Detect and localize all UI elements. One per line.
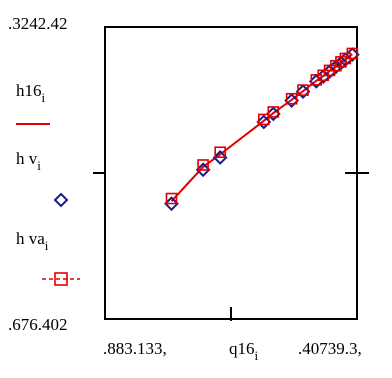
x-max-tick-label: .40739.3, [298, 339, 362, 358]
legend-label-h16: h16i [16, 81, 46, 105]
legend-label-hv: h vi [16, 149, 41, 173]
x-axis-label: q16i [229, 339, 259, 363]
x-min-tick-label: .883.133, [103, 339, 167, 358]
hv-point [295, 84, 311, 99]
hva-point [258, 113, 270, 126]
hv-point [284, 93, 300, 108]
hva-point [297, 84, 309, 96]
hva-point [197, 159, 209, 171]
y-max-tick-label: .3242.42 [8, 14, 68, 33]
axis-ticks [93, 172, 369, 321]
hv-series [164, 47, 360, 212]
hv-point [265, 106, 281, 122]
hv-point [344, 47, 360, 63]
hva-series [165, 47, 359, 205]
hva-point [285, 92, 298, 105]
legend-markers [16, 123, 80, 286]
legend-square-marker [54, 272, 68, 286]
hva-point [346, 47, 359, 60]
legend-diamond-marker [53, 192, 69, 208]
y-min-tick-label: .676.402 [8, 315, 68, 334]
hv-point [256, 114, 272, 130]
hva-point [165, 192, 178, 205]
hv-point [212, 150, 228, 165]
hva-point [267, 106, 280, 118]
hv-point [195, 162, 211, 178]
hva-point [214, 146, 226, 159]
legend-label-hva: h vai [16, 229, 49, 253]
hv-point [164, 196, 179, 212]
